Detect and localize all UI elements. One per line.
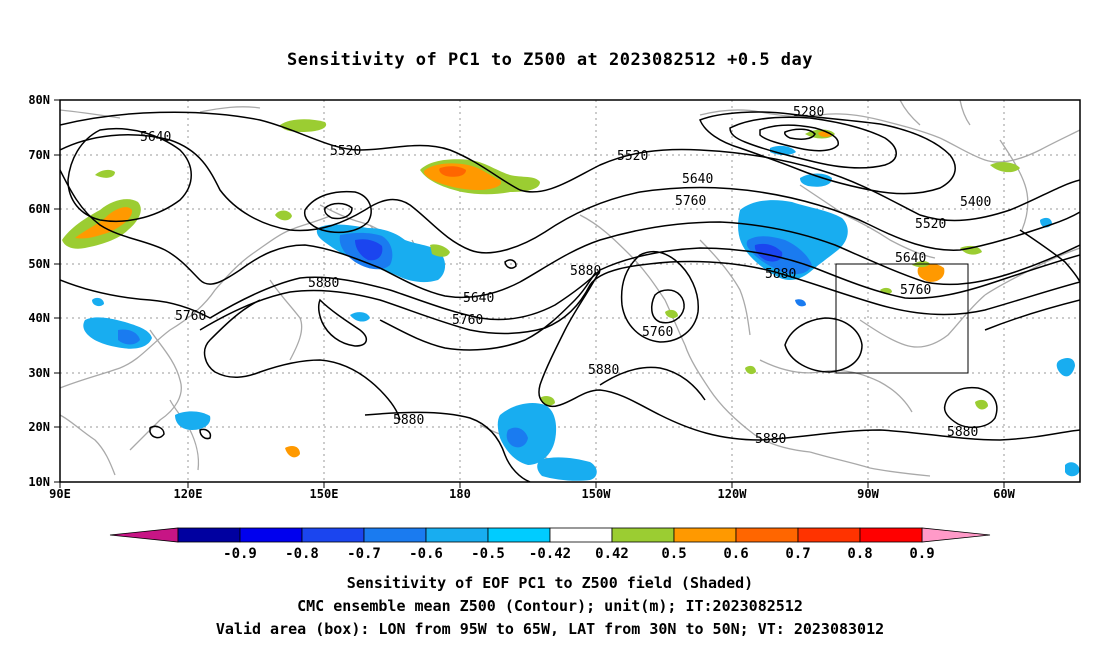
z500-contours	[60, 111, 1080, 482]
colorbar-label: 0.8	[847, 546, 872, 562]
contour-label: 5760	[675, 194, 706, 209]
colorbar-cell	[363, 527, 427, 543]
colorbar-label: 0.6	[723, 546, 748, 562]
colorbar-label: -0.6	[409, 546, 443, 562]
lon-label: 180	[449, 487, 471, 501]
lat-label: 30N	[28, 366, 50, 380]
colorbar-label: -0.42	[529, 546, 571, 562]
lon-label: 90W	[857, 487, 879, 501]
lon-label: 60W	[993, 487, 1015, 501]
longitude-labels: 90E 120E 150E 180 150W 120W 90W 60W	[49, 487, 1015, 501]
colorbar-cell	[425, 527, 489, 543]
valid-area-box	[835, 263, 969, 374]
lat-label: 50N	[28, 257, 50, 271]
contour-label: 5880	[755, 432, 786, 447]
lat-label: 70N	[28, 148, 50, 162]
colorbar-cell	[673, 527, 737, 543]
colorbar-cell	[301, 527, 365, 543]
contour-label: 5400	[960, 195, 991, 210]
caption-valid-area: Valid area (box): LON from 95W to 65W, L…	[215, 620, 885, 638]
colorbar-label: 0.5	[661, 546, 686, 562]
lon-label: 150E	[310, 487, 339, 501]
contour-label: 5760	[452, 313, 483, 328]
colorbar-high-extend	[921, 527, 991, 543]
lon-label: 150W	[582, 487, 612, 501]
caption-contour: CMC ensemble mean Z500 (Contour); unit(m…	[297, 597, 803, 615]
contour-label: 5880	[588, 363, 619, 378]
colorbar-label: 0.7	[785, 546, 810, 562]
contour-label: 5520	[330, 144, 361, 159]
lat-label: 10N	[28, 475, 50, 489]
colorbar-label: 0.42	[595, 546, 629, 562]
colorbar-cell	[239, 527, 303, 543]
colorbar-cell	[177, 527, 241, 543]
latitude-labels: 80N 70N 60N 50N 40N 30N 20N 10N	[28, 93, 50, 489]
lat-label: 20N	[28, 420, 50, 434]
colorbar-cell	[549, 527, 613, 543]
plot-frame	[59, 99, 1081, 483]
contour-label: 5880	[308, 276, 339, 291]
grid-lines	[60, 100, 1080, 482]
contour-label: 5640	[140, 130, 171, 145]
contour-label: 5880	[947, 425, 978, 440]
tick-marks	[54, 99, 1005, 488]
contour-label: 5640	[895, 251, 926, 266]
lat-label: 80N	[28, 93, 50, 107]
lon-label: 120W	[718, 487, 748, 501]
lon-label: 120E	[174, 487, 203, 501]
contour-label: 5640	[463, 291, 494, 306]
contour-label: 5640	[682, 172, 713, 187]
lat-label: 60N	[28, 202, 50, 216]
contour-label: 5520	[915, 217, 946, 232]
contour-label: 5760	[175, 309, 206, 324]
colorbar-low-extend	[109, 527, 179, 543]
colorbar-cell	[611, 527, 675, 543]
contour-label: 5880	[765, 267, 796, 282]
colorbar-cell	[797, 527, 861, 543]
colorbar-label: -0.9	[223, 546, 257, 562]
contour-label: 5760	[900, 283, 931, 298]
map-title: Sensitivity of PC1 to Z500 at 2023082512…	[286, 50, 813, 70]
sensitivity-shading	[62, 119, 1080, 481]
caption-shaded: Sensitivity of EOF PC1 to Z500 field (Sh…	[346, 574, 754, 592]
colorbar-cell	[735, 527, 799, 543]
contour-label: 5280	[793, 105, 824, 120]
colorbar-cell	[859, 527, 923, 543]
lat-label: 40N	[28, 311, 50, 325]
contour-label: 5520	[617, 149, 648, 164]
lon-label: 90E	[49, 487, 71, 501]
colorbar-label: -0.7	[347, 546, 381, 562]
colorbar: -0.9 -0.8 -0.7 -0.6 -0.5 -0.42 0.42 0.5 0.6 0.7 0.…	[109, 527, 991, 562]
colorbar-label: -0.8	[285, 546, 319, 562]
contour-label: 5880	[570, 264, 601, 279]
contour-label: 5880	[393, 413, 424, 428]
contour-label: 5760	[642, 325, 673, 340]
contour-labels: 5280 5640 5520 5520 5640 5760 5400 5520 …	[140, 105, 991, 447]
colorbar-label: -0.5	[471, 546, 505, 562]
colorbar-label: 0.9	[909, 546, 934, 562]
colorbar-cell	[487, 527, 551, 543]
